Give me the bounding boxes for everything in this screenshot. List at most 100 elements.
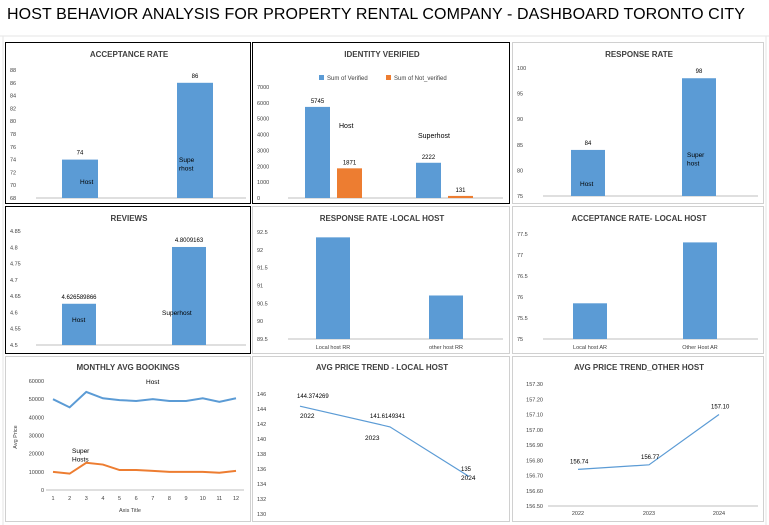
y-tick-label: 84 [10, 94, 16, 100]
x-tick-label: 2024 [713, 511, 725, 517]
bar [683, 242, 717, 339]
y-tick-label: 144 [257, 407, 266, 413]
y-tick-label: 4000 [257, 133, 269, 139]
bar [573, 303, 607, 339]
x-tick-label: Local host RR [316, 345, 351, 351]
point-label: 2024 [461, 475, 476, 482]
y-tick-label: 90 [517, 117, 523, 123]
response-rate-local-host-chart: RESPONSE RATE -LOCAL HOST 89.5 90 90.5 91 91.… [257, 214, 503, 351]
bar [571, 149, 605, 196]
y-tick-label: 157.00 [526, 428, 543, 434]
data-label: 144.374269 [297, 394, 329, 400]
x-tick-label: 3 [85, 496, 88, 502]
data-label: 86 [192, 74, 199, 80]
data-label: 131 [455, 188, 466, 194]
response-rate-local-host-panel[interactable]: RESPONSE RATE -LOCAL HOST 89.5 90 90.5 91 91.… [252, 206, 510, 354]
y-tick-label: 92.5 [257, 230, 268, 236]
y-tick-label: 157.30 [526, 382, 543, 388]
point-label: 2023 [365, 435, 380, 442]
y-tick-label: 4.7 [10, 278, 18, 284]
y-tick-label: 156.80 [526, 458, 543, 464]
monthly-avg-bookings-panel[interactable]: MONTHLY AVG BOOKINGS 0 10000 20000 30000 4000… [5, 356, 251, 522]
y-tick-label: 4.65 [10, 294, 21, 300]
y-tick-label: 89.5 [257, 337, 268, 343]
bar-label: Host [80, 179, 94, 186]
y-tick-label: 68 [10, 196, 16, 202]
y-tick-label: 4.85 [10, 229, 21, 235]
data-label: 141.6149341 [370, 414, 406, 420]
chart-title: REVIEWS [111, 214, 149, 223]
avg-price-trend-local-host-panel[interactable]: AVG PRICE TREND - LOCAL HOST 130 132 134 136… [252, 356, 510, 522]
chart-title: RESPONSE RATE [605, 50, 674, 59]
category-label: Host [339, 123, 353, 130]
chart-title: IDENTITY VERIFIED [344, 50, 420, 59]
y-tick-label: 75 [517, 194, 523, 200]
y-tick-label: 50000 [29, 397, 44, 403]
bar [429, 295, 463, 339]
y-tick-label: 88 [10, 68, 16, 74]
acceptance-rate-local-host-panel[interactable]: ACCEPTANCE RATE- LOCAL HOST 75 75.5 76 76.5 7… [512, 206, 764, 354]
y-tick-label: 146 [257, 392, 266, 398]
y-tick-label: 77 [517, 253, 523, 259]
y-tick-label: 76 [10, 145, 16, 151]
identity-verified-panel[interactable]: IDENTITY VERIFIED 0 1000 2000 3000 4000 5000 60… [252, 42, 510, 204]
y-tick-label: 30000 [29, 434, 44, 440]
data-label: 4.626589866 [61, 295, 97, 301]
y-tick-label: 142 [257, 422, 266, 428]
x-tick-label: 8 [168, 496, 171, 502]
y-tick-label: 6000 [257, 101, 269, 107]
chart-title: AVG PRICE TREND_OTHER HOST [574, 363, 704, 372]
x-tick-label: 12 [233, 496, 239, 502]
chart-title: RESPONSE RATE -LOCAL HOST [320, 214, 445, 223]
x-tick-label: 7 [151, 496, 154, 502]
x-tick-label: 2022 [572, 511, 584, 517]
y-tick-label: 92 [257, 248, 263, 254]
avg-price-trend-other-host-panel[interactable]: AVG PRICE TREND_OTHER HOST 156.50 156.60 15… [512, 356, 764, 522]
bar [316, 237, 350, 339]
x-tick-label: 2023 [643, 511, 655, 517]
chart-title: MONTHLY AVG BOOKINGS [76, 363, 180, 372]
y-tick-label: 75.5 [517, 316, 528, 322]
legend-swatch [319, 75, 324, 80]
y-tick-label: 156.50 [526, 504, 543, 510]
y-tick-label: 4.8 [10, 245, 18, 251]
y-tick-label: 156.60 [526, 489, 543, 495]
y-tick-label: 132 [257, 497, 266, 503]
y-tick-label: 91.5 [257, 266, 268, 272]
response-rate-panel[interactable]: RESPONSE RATE 75 80 85 90 95 100 84 Host 98 Super h… [512, 42, 764, 204]
data-label: 2222 [422, 155, 436, 161]
y-tick-label: 80 [517, 168, 523, 174]
chart-title: AVG PRICE TREND - LOCAL HOST [316, 363, 448, 372]
bar [62, 303, 96, 345]
series-label: Host [146, 379, 160, 386]
monthly-avg-bookings-chart: MONTHLY AVG BOOKINGS 0 10000 20000 30000 4000… [13, 363, 244, 514]
bar-label: Superhost [162, 310, 192, 317]
x-tick-label: other host RR [429, 345, 463, 351]
series-line [52, 461, 237, 475]
data-label: 98 [696, 69, 703, 75]
bar-label: Host [72, 317, 86, 324]
x-tick-label: 4 [101, 496, 104, 502]
acceptance-rate-chart: ACCEPTANCE RATE 68 70 72 74 76 78 80 82 84 86 88 74 H… [10, 50, 246, 202]
y-tick-label: 134 [257, 482, 266, 488]
y-tick-label: 77.5 [517, 232, 528, 238]
y-tick-label: 75 [517, 337, 523, 343]
chart-title: ACCEPTANCE RATE [90, 50, 169, 59]
data-label: 135 [461, 467, 472, 473]
y-tick-label: 72 [10, 170, 16, 176]
y-tick-label: 78 [10, 132, 16, 138]
y-tick-label: 86 [10, 81, 16, 87]
y-tick-label: 1000 [257, 180, 269, 186]
y-tick-label: 74 [10, 158, 16, 164]
legend-label: Sum of Verified [327, 76, 368, 82]
acceptance-rate-panel[interactable]: ACCEPTANCE RATE 68 70 72 74 76 78 80 82 84 86 88 74 H… [5, 42, 251, 204]
y-tick-label: 90.5 [257, 301, 268, 307]
reviews-panel[interactable]: REVIEWS 4.5 4.55 4.6 4.65 4.7 4.75 4.8 4.85 4.626… [5, 206, 251, 354]
y-tick-label: 4.55 [10, 327, 21, 333]
x-tick-label: 5 [118, 496, 121, 502]
y-tick-label: 60000 [29, 379, 44, 385]
chart-title: ACCEPTANCE RATE- LOCAL HOST [571, 214, 706, 223]
avg-price-trend-local-host-chart: AVG PRICE TREND - LOCAL HOST 130 132 134 136… [257, 363, 476, 518]
